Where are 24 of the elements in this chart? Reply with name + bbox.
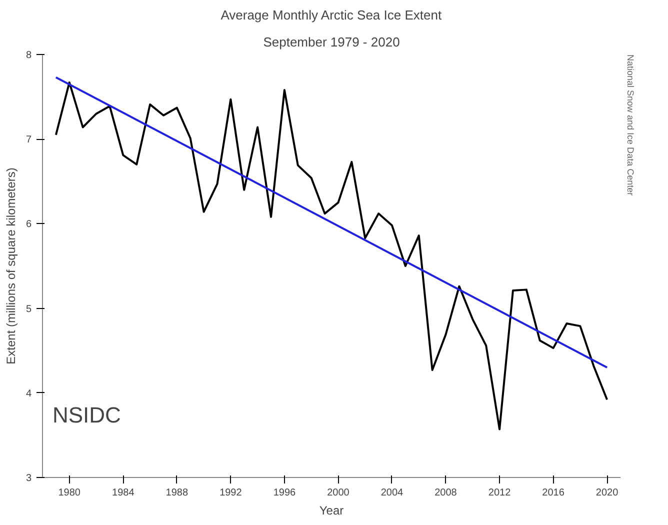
x-tick-label: 1984 bbox=[112, 488, 135, 498]
line-series bbox=[54, 81, 608, 430]
x-tick-label: 1980 bbox=[58, 488, 81, 498]
y-tick-label: 5 bbox=[26, 304, 32, 315]
x-tick-label: 1996 bbox=[273, 488, 296, 498]
x-tick-label: 2012 bbox=[488, 488, 512, 498]
x-tick-label: 1988 bbox=[166, 488, 188, 498]
chart-title: Average Monthly Arctic Sea Ice Extent bbox=[220, 8, 442, 22]
x-tick-label: 1992 bbox=[220, 488, 242, 498]
annotation: NSIDC bbox=[52, 402, 122, 428]
y-axis-title: Extent (millions of square kilometers) bbox=[4, 168, 18, 364]
chart-subtitle: September 1979 - 2020 bbox=[263, 34, 400, 50]
x-tick-label: 2004 bbox=[380, 488, 404, 498]
y-tick-label: 6 bbox=[26, 219, 32, 230]
y-tick-label: 3 bbox=[26, 473, 32, 484]
x-tick-label: 2000 bbox=[327, 488, 350, 498]
x-tick-label: 2020 bbox=[596, 488, 619, 498]
x-tick-label: 2008 bbox=[434, 488, 458, 498]
y-tick-label: 4 bbox=[26, 388, 32, 400]
y-tick-label: 7 bbox=[26, 134, 32, 146]
y-tick-label: 8 bbox=[26, 50, 32, 61]
x-axis-title: Year bbox=[319, 504, 344, 518]
text: National Snow and Ice Data Center bbox=[626, 54, 636, 196]
x-tick-label: 2016 bbox=[542, 488, 565, 498]
